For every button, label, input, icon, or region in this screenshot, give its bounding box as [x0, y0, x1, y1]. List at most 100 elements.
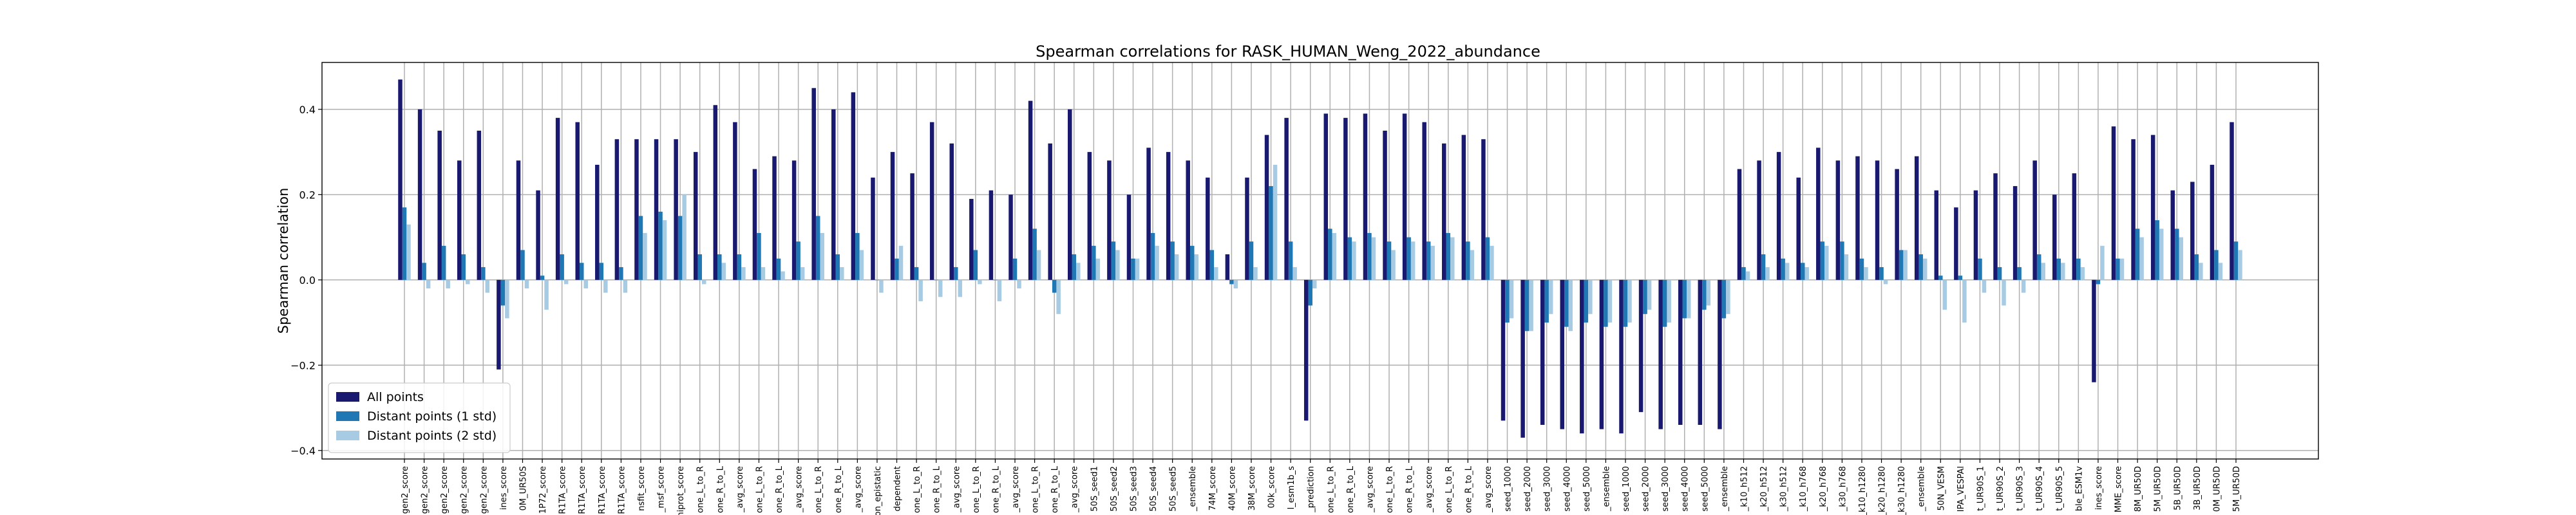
x-tick-label: seed_1000 — [1504, 466, 1513, 512]
bar-series-2 — [1308, 279, 1312, 306]
bar-series-1 — [1796, 177, 1801, 280]
bar-series-1 — [2131, 139, 2136, 280]
bar-series-3 — [1765, 267, 1770, 280]
x-tick-label: gen2_score — [401, 466, 410, 514]
bar-series-2 — [1387, 241, 1392, 280]
bar-series-3 — [2159, 229, 2164, 280]
x-tick-label: one_L_to_R — [814, 466, 824, 513]
bar-series-3 — [1312, 279, 1317, 289]
bar-series-1 — [1461, 135, 1466, 280]
bar-series-1 — [1323, 113, 1329, 280]
bar-series-2 — [1643, 279, 1647, 314]
bar-series-1 — [1934, 190, 1939, 280]
x-tick-label: seed_3000 — [1543, 466, 1553, 512]
x-tick-label: one_R_to_L — [933, 465, 942, 513]
bar-series-3 — [544, 279, 549, 310]
bar-series-3 — [1962, 279, 1967, 323]
bar-series-1 — [791, 160, 797, 280]
bar-series-2 — [1938, 276, 1943, 280]
bar-series-3 — [1430, 245, 1435, 280]
x-tick-label: _avg_score — [735, 466, 745, 513]
y-tick-label: −0.4 — [290, 445, 316, 457]
bar-series-2 — [1072, 254, 1076, 280]
bar-series-2 — [1761, 254, 1766, 280]
bar-series-3 — [1706, 279, 1711, 306]
x-tick-label: _avg_score — [1365, 466, 1375, 513]
bar-series-3 — [1864, 267, 1868, 280]
x-tick-label: gen2_score — [460, 466, 469, 514]
bar-series-3 — [2238, 250, 2242, 280]
bar-series-1 — [1619, 279, 1624, 434]
bar-series-2 — [1209, 250, 1215, 280]
bar-series-3 — [1450, 237, 1455, 280]
bar-series-3 — [623, 279, 628, 293]
bar-series-1 — [1914, 156, 1919, 280]
bar-series-3 — [1410, 241, 1416, 280]
bar-series-3 — [1017, 279, 1021, 289]
bar-series-2 — [1820, 241, 1825, 280]
bar-series-1 — [733, 122, 737, 280]
x-tick-label: 50S_seed1 — [1090, 466, 1099, 512]
bar-series-1 — [1048, 143, 1052, 280]
legend-box — [328, 382, 511, 453]
bar-series-3 — [2100, 245, 2105, 280]
bar-series-2 — [1328, 229, 1332, 280]
bar-series-3 — [2199, 263, 2203, 280]
bar-series-2 — [1426, 241, 1431, 280]
x-tick-label: 5M_UR50D — [2232, 466, 2242, 512]
bar-series-3 — [1726, 279, 1730, 314]
bar-series-1 — [2072, 173, 2077, 280]
bar-series-3 — [2041, 263, 2045, 280]
bar-series-1 — [2012, 186, 2018, 280]
bar-series-3 — [2021, 279, 2026, 293]
bar-series-2 — [796, 241, 800, 280]
bar-series-3 — [1233, 279, 1238, 289]
x-tick-label: seed_2000 — [1642, 466, 1651, 512]
bar-series-3 — [1942, 279, 1947, 310]
x-tick-label: 50S_seed5 — [1169, 466, 1179, 512]
x-tick-label: t_UR90S_2 — [1996, 466, 2005, 511]
bar-series-3 — [781, 271, 785, 280]
x-tick-label: one_L_to_R — [1031, 466, 1041, 513]
legend-swatch-2 — [336, 411, 359, 421]
x-tick-label: 1P72_score — [538, 466, 548, 514]
bar-series-3 — [1607, 279, 1613, 323]
bar-series-3 — [938, 279, 943, 297]
bar-series-3 — [1568, 279, 1573, 332]
bar-series-3 — [564, 279, 569, 285]
x-tick-label: l_uniprot_score — [676, 466, 686, 515]
bar-series-2 — [855, 232, 860, 280]
bar-series-3 — [1095, 258, 1101, 280]
bar-series-1 — [1245, 177, 1249, 280]
bar-series-3 — [603, 279, 608, 293]
x-tick-label: 38M_score — [1247, 466, 1257, 510]
bar-series-2 — [2194, 254, 2199, 280]
x-tick-label: 50S_seed4 — [1149, 466, 1159, 512]
bar-series-2 — [1466, 241, 1470, 280]
bar-series-3 — [662, 220, 667, 280]
bar-series-1 — [1284, 118, 1289, 280]
x-tick-label: 0M_UR50D — [2212, 466, 2222, 512]
bar-series-2 — [2233, 241, 2239, 280]
bar-series-3 — [1253, 267, 1258, 280]
y-tick-label: 0.4 — [299, 104, 316, 116]
bar-series-1 — [1560, 279, 1565, 429]
x-tick-label: one_L_to_R — [1326, 466, 1336, 513]
bar-series-3 — [1844, 254, 1849, 280]
bar-series-1 — [1816, 147, 1821, 280]
x-tick-label: one_L_to_R — [913, 466, 922, 513]
bar-series-2 — [2135, 229, 2140, 280]
x-tick-label: seed_5000 — [1582, 466, 1592, 512]
bar-series-1 — [1875, 160, 1880, 280]
bar-series-1 — [536, 190, 540, 280]
bar-series-3 — [2179, 237, 2184, 280]
bar-series-2 — [1662, 279, 1667, 327]
bar-series-1 — [575, 122, 580, 280]
bar-series-1 — [1422, 122, 1426, 280]
x-tick-label: ines_score — [2094, 466, 2104, 510]
x-tick-label: dependent — [893, 466, 903, 511]
bar-series-1 — [772, 156, 777, 280]
x-tick-label: _ensemble — [1188, 466, 1198, 512]
bar-series-2 — [2056, 258, 2061, 280]
bar-series-2 — [2155, 220, 2159, 280]
